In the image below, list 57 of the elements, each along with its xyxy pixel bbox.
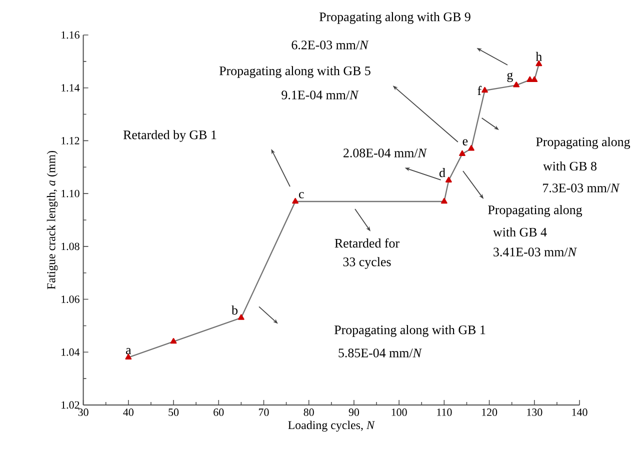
annotation: Propagating along bbox=[536, 137, 630, 149]
point bbox=[513, 82, 520, 88]
y-tick-label: 1.08 bbox=[62, 242, 80, 250]
x-tick-label: 130 bbox=[527, 408, 542, 416]
point bbox=[238, 314, 244, 320]
annotation: c bbox=[299, 192, 304, 198]
annotation: 5.85E-04 mm/N bbox=[338, 348, 422, 358]
x-tick-label: 100 bbox=[392, 408, 407, 416]
x-tick-label: 60 bbox=[214, 408, 224, 416]
annotation: 2.08E-04 mm/N bbox=[344, 148, 428, 158]
text: Propagating along with GB 9 bbox=[319, 12, 470, 24]
x-tick-label: 50 bbox=[168, 408, 179, 416]
y-tick-label: 1.12 bbox=[62, 137, 80, 144]
point bbox=[482, 86, 488, 93]
x-tick-label: 70 bbox=[258, 408, 269, 416]
annotation: 9.1E-04 mm/N bbox=[282, 90, 359, 100]
point bbox=[292, 198, 299, 204]
point bbox=[459, 150, 466, 156]
annotation: e bbox=[462, 139, 468, 146]
point bbox=[531, 76, 538, 82]
annotation: Retarded by GB 1 bbox=[123, 130, 216, 142]
annotation: a bbox=[126, 348, 132, 354]
y-tick-label: 1.04 bbox=[62, 348, 80, 356]
annotation: g bbox=[507, 72, 513, 82]
point bbox=[468, 145, 474, 151]
x-tick-label: 110 bbox=[437, 408, 452, 416]
point bbox=[440, 198, 448, 204]
annotation: Propagating along bbox=[488, 205, 582, 217]
y-tick-label: 1.06 bbox=[62, 296, 80, 304]
x-axis-title: Loading cycles, N bbox=[288, 420, 376, 432]
point bbox=[446, 176, 452, 182]
annotation: 6.2E-03 mm/N bbox=[292, 40, 369, 50]
annotation: d bbox=[439, 168, 446, 178]
y-axis-title: Fatigue crack length, a (mm) bbox=[46, 150, 58, 290]
x-tick-label: 40 bbox=[123, 408, 134, 416]
annotation: h bbox=[536, 52, 542, 61]
y-tick-label: 1.10 bbox=[62, 190, 80, 198]
annotation: 33 cycles bbox=[343, 257, 391, 269]
annotation: b bbox=[232, 305, 238, 315]
annotation: Propagating along with GB 1 bbox=[334, 325, 486, 337]
x-tick-label: 90 bbox=[348, 408, 360, 416]
annotation: 7.3E-03 mm/N bbox=[543, 184, 620, 192]
annotation: Propagating along with GB 5 bbox=[219, 66, 370, 78]
y-tick-label: 1.16 bbox=[62, 31, 80, 39]
annotation: Retarded for bbox=[334, 238, 400, 248]
x-tick-label: 140 bbox=[572, 408, 588, 416]
annotation: f bbox=[478, 86, 482, 96]
y-tick-label: 1.14 bbox=[62, 84, 80, 92]
point bbox=[170, 338, 177, 344]
y-tick-label: 1.02 bbox=[62, 401, 80, 409]
annotation: with GB 8 bbox=[543, 161, 596, 171]
x-tick-label: 80 bbox=[304, 408, 314, 416]
point bbox=[526, 76, 534, 82]
x-tick-label: 30 bbox=[78, 408, 88, 416]
annotation: with GB 4 bbox=[493, 227, 547, 237]
x-tick-label: 120 bbox=[482, 408, 498, 416]
annotation: 3.41E-03 mm/N bbox=[494, 248, 578, 256]
